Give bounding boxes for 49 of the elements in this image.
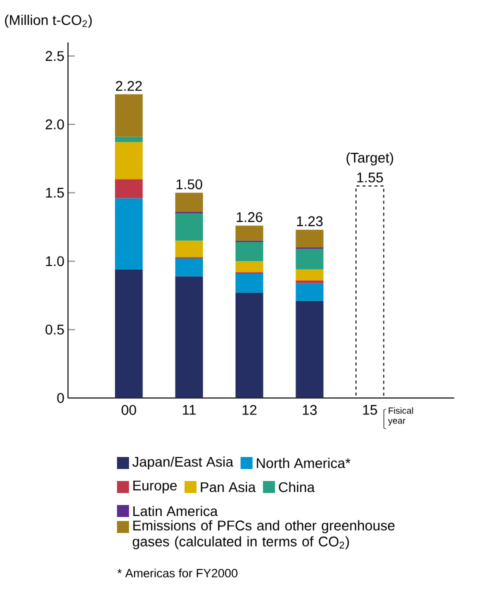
bar (175, 276, 203, 398)
bar (114, 142, 143, 180)
legend-label: Pan Asia (200, 482, 256, 492)
bar (235, 274, 264, 293)
bar (235, 261, 264, 272)
y-tick-label: 0 (57, 393, 64, 403)
annotation: (Target) (346, 152, 394, 166)
legend-label: North America* (256, 458, 350, 468)
bar (296, 300, 324, 398)
total-label: 1.26 (236, 212, 262, 222)
y-tick-label: 1.0 (46, 256, 64, 266)
total-label: 1.23 (297, 216, 323, 226)
y-tick-label: 1.5 (46, 188, 64, 198)
y-tick-label: 0.5 (46, 324, 64, 335)
total-label: 1.55 (357, 172, 383, 182)
x-tick-label: 11 (182, 405, 196, 415)
legend-label: Emissions of PFCs and other greenhouse gases (calculated in terms of CO$_{2}$) (132, 520, 395, 550)
bar (296, 269, 324, 280)
bar (175, 213, 203, 241)
bar (296, 248, 324, 270)
bar (114, 94, 143, 137)
bar (296, 283, 324, 301)
bar (175, 258, 203, 276)
x-tick-label: 13 (302, 405, 317, 415)
bar (114, 198, 143, 270)
bar (235, 292, 264, 398)
bar (114, 269, 143, 398)
bar (296, 280, 324, 284)
legend-label: Japan/East Asia (132, 456, 234, 470)
bar (175, 240, 203, 258)
legend-label: Latin America (133, 506, 218, 516)
x-tick-label: 00 (122, 405, 136, 415)
legend-label: Europe (133, 480, 177, 494)
x-tick-label: 15 (363, 405, 378, 415)
y-axis-title: (Million t-CO$_{2}$) (5, 14, 92, 28)
x-tick-label: 12 (242, 405, 256, 415)
bar (114, 136, 143, 142)
bar (235, 242, 264, 262)
y-tick-label: 2.0 (46, 119, 64, 130)
bar (296, 230, 324, 248)
legend-label: China (278, 482, 315, 492)
y-tick-label: 2.5 (46, 51, 64, 61)
bar (175, 192, 203, 212)
total-label: 1.50 (176, 179, 202, 190)
x-axis-title: Fisical year (388, 407, 413, 426)
bar (114, 179, 143, 198)
total-label: 2.22 (116, 80, 142, 91)
text: * Americas for FY2000 (117, 568, 238, 578)
bar (235, 226, 264, 241)
